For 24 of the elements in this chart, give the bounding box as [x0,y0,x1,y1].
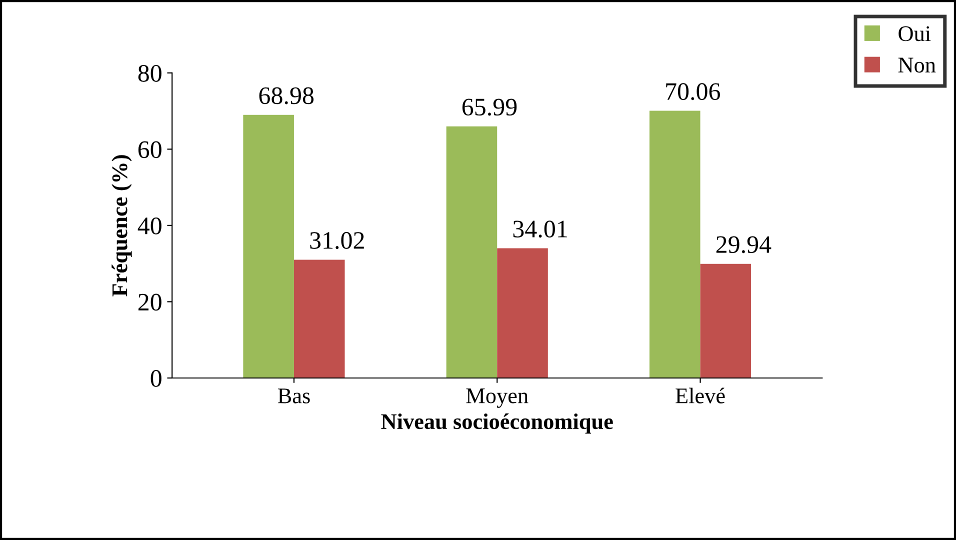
y-tick-label: 0 [150,370,162,387]
legend-label: Non [898,58,936,73]
y-tick-label: 60 [138,141,162,158]
bar [243,114,294,378]
data-label: 68.98 [259,87,314,104]
x-tick-label: Moyen [466,388,528,408]
data-label: 65.99 [462,98,517,116]
x-axis-title: Niveau socioéconomique [381,413,613,434]
y-tick-label: 80 [138,64,162,82]
y-tick-label: 40 [138,218,162,234]
data-label: 29.94 [716,236,772,254]
data-label: 31.02 [310,232,364,250]
legend-label: Oui [898,26,931,42]
data-label: 34.01 [513,220,567,238]
y-tick-label: 20 [138,294,162,311]
bar [497,248,548,378]
y-axis-title: Fréquence (%) [112,155,132,296]
data-label: 70.06 [666,83,720,100]
bar [700,264,752,378]
x-tick-label: Elevé [676,388,725,404]
bar [446,126,498,378]
x-tick-label: Bas [278,388,310,404]
bar [294,260,345,378]
bar [649,110,700,378]
